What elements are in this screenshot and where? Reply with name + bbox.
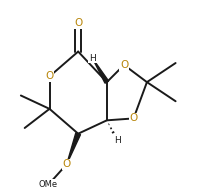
Text: H: H: [114, 136, 121, 145]
Text: O: O: [74, 18, 82, 28]
Text: O: O: [63, 159, 71, 169]
Text: H: H: [89, 54, 96, 63]
Text: O: O: [120, 60, 128, 70]
Polygon shape: [67, 133, 81, 164]
Text: O: O: [129, 113, 138, 123]
Text: OMe: OMe: [38, 180, 57, 189]
Polygon shape: [92, 58, 109, 83]
Text: O: O: [45, 71, 54, 81]
